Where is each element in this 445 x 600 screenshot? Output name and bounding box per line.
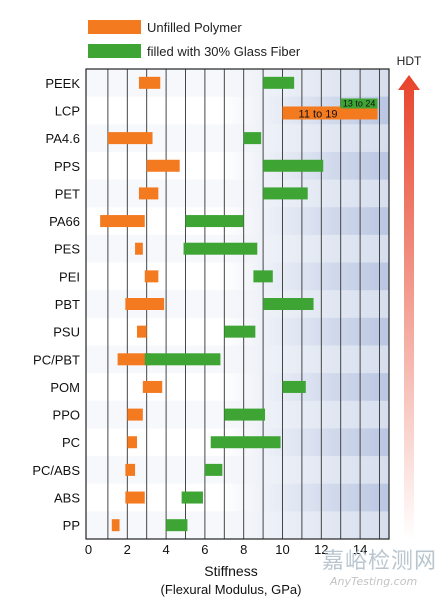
x-tick-label: 10 — [275, 542, 289, 557]
bar-glass-fiber-lcp — [340, 98, 378, 109]
row-band — [86, 456, 389, 484]
bar-unfilled-pa66 — [100, 215, 145, 228]
bar-unfilled-pbt — [125, 298, 165, 310]
legend-swatch-glass-fiber — [88, 44, 141, 58]
category-label: PES — [54, 242, 80, 257]
legend-label-glass-fiber: filled with 30% Glass Fiber — [147, 44, 301, 59]
legend: Unfilled Polymer filled with 30% Glass F… — [88, 20, 301, 59]
legend-label-unfilled: Unfilled Polymer — [147, 20, 242, 35]
x-tick-label: 14 — [353, 542, 367, 557]
bar-glass-fiber-pp — [166, 519, 188, 532]
bar-unfilled-pp — [111, 519, 120, 532]
annotation-label: 13 to 24 — [343, 98, 376, 108]
category-label: LCP — [55, 103, 80, 118]
x-tick-label: 2 — [124, 542, 131, 557]
category-label: PP — [63, 518, 80, 533]
category-label: PEEK — [45, 76, 80, 91]
bar-glass-fiber-pcpbt — [144, 353, 221, 366]
hdt-arrow-icon — [398, 75, 420, 540]
bar-glass-fiber-pc — [210, 436, 281, 449]
bar-glass-fiber-pa46 — [243, 132, 262, 145]
bar-glass-fiber-ppo — [224, 408, 266, 421]
category-label: PA66 — [49, 214, 80, 229]
bar-unfilled-lcp — [282, 106, 378, 120]
x-axis-subtitle: (Flexural Modulus, GPa) — [161, 582, 302, 597]
row-band — [86, 69, 389, 97]
bar-unfilled-pes — [135, 242, 143, 255]
bar-unfilled-pet — [138, 187, 159, 200]
watermark-subtext: AnyTesting.com — [330, 575, 418, 588]
x-tick-label: 6 — [201, 542, 208, 557]
bar-glass-fiber-pps — [263, 159, 324, 172]
bar-unfilled-pc — [127, 436, 137, 449]
x-tick-label: 8 — [240, 542, 247, 557]
x-tick-label: 0 — [85, 542, 92, 557]
category-label: ABS — [54, 491, 80, 506]
bar-unfilled-pcpbt — [117, 353, 151, 366]
category-label: PSU — [53, 325, 80, 340]
bar-glass-fiber-pet — [263, 187, 308, 200]
bar-glass-fiber-pes — [183, 242, 258, 255]
watermark-text: 嘉峪检测网 — [322, 549, 438, 574]
category-label: POM — [50, 380, 80, 395]
bar-glass-fiber-pcabs — [204, 463, 223, 476]
hdt-label: HDT — [397, 54, 422, 68]
x-axis-title: Stiffness — [204, 563, 257, 579]
category-label: PEI — [59, 269, 80, 284]
bar-unfilled-abs — [125, 491, 145, 504]
category-label: PC/PBT — [33, 352, 80, 367]
legend-swatch-unfilled — [88, 20, 141, 34]
category-label: PC — [62, 435, 80, 450]
bar-glass-fiber-pa66 — [185, 215, 244, 228]
bar-unfilled-pom — [142, 380, 163, 393]
bar-glass-fiber-pom — [282, 380, 306, 393]
category-label: PET — [55, 186, 80, 201]
category-label: PPS — [54, 159, 80, 174]
bar-glass-fiber-pei — [253, 270, 273, 283]
bar-glass-fiber-pbt — [263, 298, 314, 310]
category-label: PC/ABS — [32, 463, 80, 478]
bar-unfilled-peek — [138, 76, 161, 89]
x-tick-label: 12 — [314, 542, 328, 557]
category-label: PA4.6 — [46, 131, 80, 146]
bar-glass-fiber-peek — [263, 76, 295, 89]
row-band — [86, 511, 389, 539]
bar-glass-fiber-abs — [181, 491, 203, 504]
bar-unfilled-pcabs — [125, 463, 136, 476]
bar-unfilled-pei — [144, 270, 159, 283]
bar-unfilled-psu — [137, 325, 147, 338]
category-label: PBT — [55, 297, 80, 312]
bar-unfilled-ppo — [127, 408, 143, 421]
bar-unfilled-pps — [146, 159, 180, 172]
annotation-label: 11 to 19 — [299, 108, 338, 120]
bar-unfilled-pa46 — [107, 132, 153, 145]
x-tick-label: 4 — [162, 542, 169, 557]
plot-border — [85, 68, 390, 540]
bar-glass-fiber-psu — [224, 325, 256, 338]
category-label: PPO — [53, 408, 80, 423]
row-band — [86, 179, 389, 208]
